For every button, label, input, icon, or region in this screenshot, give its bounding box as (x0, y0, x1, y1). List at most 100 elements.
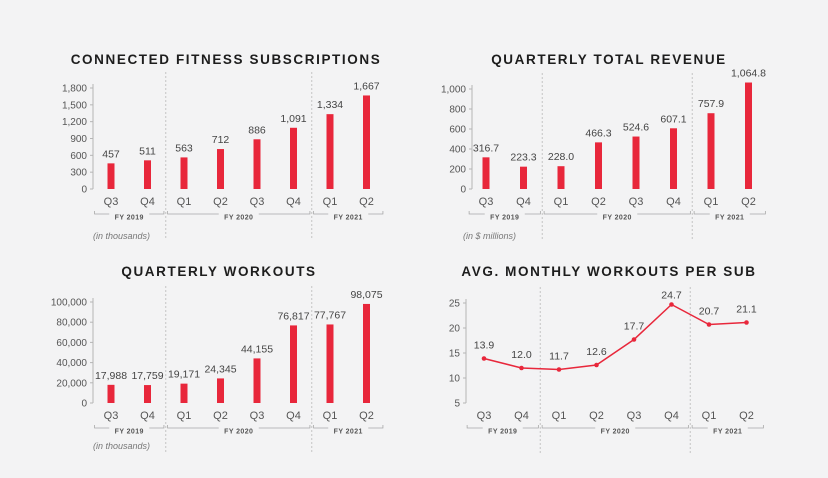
y-tick-label: 900 (70, 134, 87, 145)
data-label: 44,155 (241, 343, 273, 355)
fiscal-year-label: FY 2020 (224, 215, 253, 222)
y-tick-label: 1,800 (62, 84, 87, 95)
bar-q1-6 (326, 324, 334, 403)
x-tick-label: Q1 (177, 410, 192, 422)
y-tick-label: 20,000 (56, 378, 87, 389)
data-label: 76,817 (277, 310, 309, 322)
data-label: 228.0 (548, 151, 574, 163)
units-note: (in thousands) (93, 231, 150, 241)
fiscal-year-label-bg (482, 427, 523, 435)
x-tick-label: Q4 (286, 196, 301, 208)
data-label: 316.7 (473, 142, 499, 154)
x-tick-label: Q3 (250, 196, 265, 208)
x-tick-label: Q1 (702, 410, 717, 422)
bar-q4-1 (520, 166, 527, 189)
bar-q3-4 (253, 358, 261, 403)
x-tick-label: Q4 (664, 410, 679, 422)
bar-q3-0 (482, 157, 490, 189)
data-label: 607.1 (660, 113, 686, 125)
data-label: 511 (139, 145, 156, 157)
x-tick-label: Q3 (479, 196, 494, 208)
fiscal-year-label-bg (597, 213, 638, 221)
units-note: (in $ millions) (463, 231, 516, 241)
data-point (519, 365, 524, 371)
data-label: 1,064.8 (731, 68, 766, 80)
y-tick-label: 1,000 (441, 85, 466, 96)
data-label: 1,334 (317, 99, 343, 111)
chart-2: QUARTERLY TOTAL REVENUE 0 200 400 600 800 1,00… (441, 52, 766, 241)
fiscal-year-label-bg (218, 213, 259, 221)
x-tick-label: Q2 (359, 196, 374, 208)
bar-q4-5 (290, 127, 297, 189)
x-tick-label: Q2 (213, 410, 228, 422)
fiscal-year-label: FY 2020 (224, 429, 253, 436)
bar-q2-7 (363, 303, 370, 403)
bar-q3-4 (253, 139, 261, 189)
fiscal-year-label-bg (709, 213, 750, 221)
x-tick-label: Q4 (516, 196, 531, 208)
fiscal-year-label: FY 2020 (601, 429, 630, 436)
data-label: 563 (175, 142, 193, 154)
y-tick-label: 0 (81, 399, 87, 410)
data-point (481, 356, 487, 361)
data-point (706, 322, 712, 327)
x-tick-label: Q1 (323, 196, 338, 208)
data-label: 457 (102, 148, 120, 160)
y-tick-label: 300 (70, 168, 87, 179)
data-label: 24,345 (204, 363, 236, 375)
y-tick-label: 25 (449, 299, 461, 310)
y-tick-label: 400 (449, 145, 466, 156)
data-label: 466.3 (585, 127, 611, 139)
bar-q2-3 (595, 142, 602, 189)
x-tick-label: Q2 (591, 196, 606, 208)
x-tick-label: Q3 (629, 196, 644, 208)
data-label: 1,091 (280, 113, 306, 125)
data-label: 13.9 (474, 340, 495, 352)
x-tick-label: Q2 (589, 410, 604, 422)
chart-title: QUARTERLY WORKOUTS (121, 264, 316, 279)
data-label: 223.3 (510, 152, 536, 164)
fiscal-year-label: FY 2020 (603, 215, 632, 222)
fiscal-year-label-bg (109, 427, 150, 435)
data-label: 19,171 (168, 369, 200, 381)
bar-q4-1 (144, 385, 151, 403)
x-tick-label: Q4 (140, 196, 155, 208)
x-tick-label: Q2 (359, 410, 374, 422)
y-tick-label: 0 (460, 185, 466, 196)
y-tick-label: 60,000 (56, 338, 87, 349)
data-point (744, 320, 749, 325)
data-point (669, 302, 674, 307)
x-tick-label: Q1 (554, 196, 569, 208)
y-tick-label: 800 (449, 105, 466, 116)
bar-q1-6 (326, 114, 334, 189)
fiscal-year-label: FY 2021 (334, 429, 363, 436)
x-tick-label: Q4 (666, 196, 681, 208)
fiscal-year-label: FY 2021 (334, 215, 363, 222)
fiscal-year-label: FY 2019 (115, 215, 144, 222)
data-label: 17.7 (624, 321, 645, 333)
bar-q3-4 (632, 136, 640, 189)
x-tick-label: Q3 (104, 410, 119, 422)
y-tick-label: 200 (449, 165, 466, 176)
y-tick-label: 20 (449, 324, 461, 335)
x-tick-label: Q2 (741, 196, 756, 208)
chart-title: AVG. MONTHLY WORKOUTS PER SUB (461, 264, 756, 279)
y-tick-label: 600 (70, 151, 87, 162)
fiscal-year-label-bg (218, 427, 259, 435)
units-note: (in thousands) (93, 441, 150, 451)
fiscal-year-label-bg (484, 213, 525, 221)
y-tick-label: 1,200 (62, 117, 87, 128)
fiscal-year-label-bg (595, 427, 636, 435)
x-tick-label: Q4 (514, 410, 529, 422)
data-label: 24.7 (661, 290, 682, 302)
bar-q2-3 (217, 149, 224, 189)
data-label: 712 (212, 134, 230, 146)
bar-q3-0 (107, 163, 115, 189)
fiscal-year-label: FY 2021 (713, 429, 742, 436)
chart-title: QUARTERLY TOTAL REVENUE (491, 52, 727, 67)
data-label: 17,759 (131, 370, 163, 382)
x-tick-label: Q3 (627, 410, 642, 422)
fiscal-year-label-bg (328, 213, 369, 221)
data-label: 21.1 (736, 304, 757, 316)
